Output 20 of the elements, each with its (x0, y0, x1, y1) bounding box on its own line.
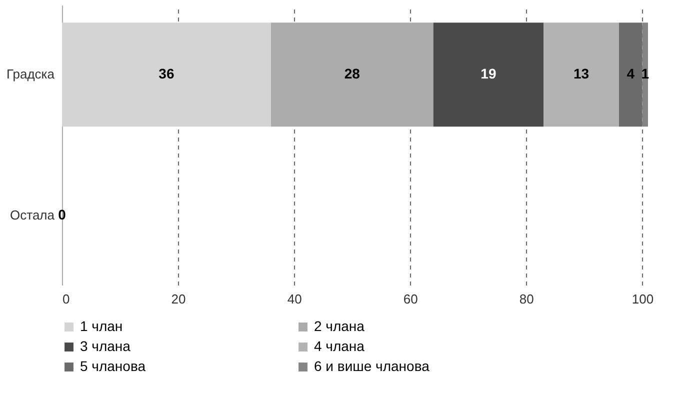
legend-label: 1 члан (80, 318, 123, 334)
data-label: 36 (158, 66, 174, 82)
y-tick-label: Градска (6, 66, 56, 82)
legend-label: 3 члана (80, 338, 131, 354)
legend-label: 6 и више чланова (314, 358, 430, 374)
x-tick-label: 100 (632, 292, 654, 306)
legend-label: 2 члана (314, 318, 365, 334)
data-label: 28 (344, 66, 360, 82)
legend-label: 5 чланова (80, 358, 146, 374)
x-tick-label: 20 (171, 292, 186, 306)
data-label: 19 (480, 66, 496, 82)
x-tick-label: 80 (519, 292, 534, 306)
x-tick-label: 0 (62, 292, 70, 306)
data-label: 0 (58, 206, 66, 222)
y-tick-label: Остала (10, 207, 56, 222)
data-label: 4 (626, 66, 635, 82)
legend-label: 4 члана (314, 338, 365, 354)
x-tick-label: 40 (287, 292, 302, 306)
x-tick-label: 60 (403, 292, 418, 306)
data-label: 13 (573, 66, 590, 82)
